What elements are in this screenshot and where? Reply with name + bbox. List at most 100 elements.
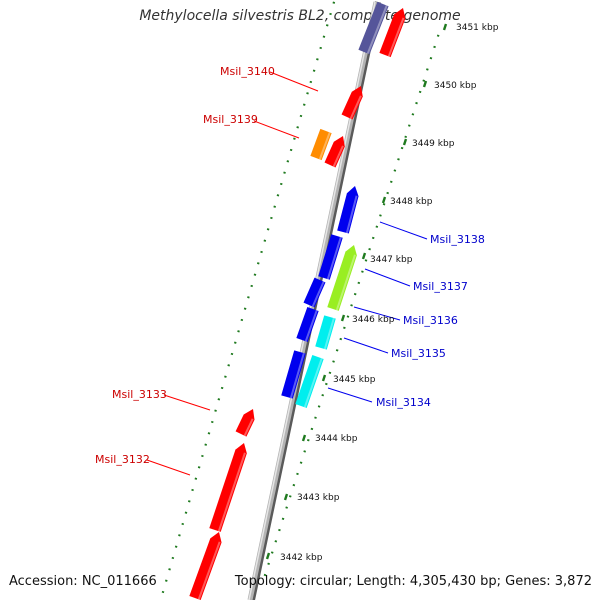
scale-label: 3448 kbp	[390, 197, 433, 207]
scale-label: 3445 kbp	[333, 375, 376, 385]
gene-feature[interactable]	[318, 234, 343, 280]
label-leader-line	[146, 459, 191, 476]
gene-feature[interactable]	[303, 277, 326, 308]
minor-tick	[325, 382, 328, 386]
minor-tick	[243, 307, 247, 310]
minor-tick	[214, 409, 217, 412]
minor-tick	[267, 562, 270, 565]
gene-label-msil-3134[interactable]: Msil_3134	[376, 396, 431, 409]
scale-label: 3443 kbp	[297, 493, 340, 503]
minor-tick	[293, 137, 296, 140]
minor-tick	[346, 315, 350, 318]
gene-feature[interactable]	[337, 186, 359, 234]
minor-tick	[253, 273, 257, 276]
minor-tick	[339, 337, 343, 341]
scale-label: 3449 kbp	[412, 139, 455, 149]
major-tick	[321, 374, 327, 382]
minor-tick	[194, 477, 198, 480]
gene-label-msil-3136[interactable]: Msil_3136	[403, 314, 458, 327]
minor-tick	[281, 517, 285, 521]
minor-tick	[316, 58, 319, 61]
minor-tick	[332, 360, 335, 363]
minor-tick	[247, 296, 250, 299]
minor-tick	[270, 551, 274, 554]
minor-tick	[371, 236, 375, 240]
gene-label-msil-3135[interactable]: Msil_3135	[391, 347, 446, 360]
minor-tick	[306, 92, 309, 95]
gene-label-msil-3138[interactable]: Msil_3138	[430, 233, 485, 246]
minor-tick	[224, 375, 227, 378]
gene-features	[189, 1, 406, 600]
major-tick	[442, 23, 448, 31]
accession-text: Accession: NC_011666	[9, 574, 157, 589]
minor-tick	[407, 124, 411, 127]
minor-tick	[250, 284, 253, 288]
label-leader-line	[269, 71, 319, 92]
scale-label: 3444 kbp	[315, 434, 358, 444]
minor-tick	[210, 420, 214, 424]
gene-feature[interactable]	[235, 409, 255, 437]
gene-label-msil-3139[interactable]: Msil_3139	[203, 113, 258, 126]
minor-tick	[220, 386, 224, 390]
minor-tick	[164, 579, 168, 582]
gene-feature[interactable]	[358, 1, 389, 55]
gene-labels-left: Msil_3140 Msil_3139 Msil_3133 Msil_3132	[95, 65, 275, 466]
minor-tick	[289, 148, 293, 152]
label-leader-line	[253, 120, 300, 139]
gene-feature[interactable]	[281, 350, 306, 399]
gene-feature[interactable]	[315, 315, 336, 350]
minor-tick	[292, 483, 296, 487]
minor-tick	[375, 225, 379, 228]
gene-feature[interactable]	[310, 128, 332, 161]
gene-label-msil-3133[interactable]: Msil_3133	[112, 388, 167, 401]
gene-labels-right: Msil_3138 Msil_3137 Msil_3136 Msil_3135 …	[376, 233, 485, 409]
gene-label-msil-3137[interactable]: Msil_3137	[413, 280, 468, 293]
major-tick	[265, 552, 271, 560]
gene-label-msil-3140[interactable]: Msil_3140	[220, 65, 275, 78]
minor-tick	[422, 79, 426, 82]
topology-text: Topology: circular; Length: 4,305,430 bp…	[234, 574, 592, 589]
minor-tick	[191, 488, 194, 492]
minor-tick	[204, 443, 208, 446]
scale-label: 3450 kbp	[434, 81, 477, 91]
minor-tick	[317, 405, 321, 408]
gene-feature[interactable]	[379, 8, 406, 58]
minor-tick	[418, 90, 422, 94]
gene-feature[interactable]	[296, 306, 319, 343]
gene-feature[interactable]	[189, 532, 222, 600]
minor-tick	[273, 205, 276, 208]
gene-feature[interactable]	[209, 443, 247, 532]
gene-feature[interactable]	[327, 245, 357, 311]
minor-tick	[299, 114, 303, 118]
minor-tick	[171, 556, 175, 560]
minor-tick	[325, 24, 329, 27]
minor-tick	[321, 394, 325, 397]
minor-tick	[266, 228, 270, 231]
scale-label: 3446 kbp	[352, 315, 395, 325]
label-leader-lines	[146, 71, 428, 476]
minor-tick	[279, 182, 283, 186]
label-leader-line	[353, 306, 401, 321]
minor-tick	[386, 191, 389, 195]
minor-tick	[263, 573, 267, 577]
minor-tick	[350, 304, 353, 307]
minor-tick	[302, 103, 306, 106]
gene-label-msil-3132[interactable]: Msil_3132	[95, 453, 150, 466]
minor-tick	[237, 330, 240, 333]
minor-tick	[260, 250, 263, 254]
gene-feature[interactable]	[295, 355, 324, 408]
minor-tick	[368, 247, 371, 251]
minor-tick	[240, 318, 244, 322]
label-leader-line	[364, 268, 411, 287]
gene-feature[interactable]	[324, 136, 345, 168]
minor-tick	[270, 216, 273, 220]
minor-tick	[436, 34, 440, 37]
gene-feature[interactable]	[341, 86, 363, 120]
minor-tick	[306, 438, 310, 442]
minor-tick	[274, 540, 278, 543]
minor-tick	[285, 506, 288, 509]
minor-tick	[314, 416, 317, 419]
minor-tick	[353, 292, 357, 296]
scale-label: 3447 kbp	[370, 255, 413, 265]
minor-tick	[426, 68, 429, 71]
